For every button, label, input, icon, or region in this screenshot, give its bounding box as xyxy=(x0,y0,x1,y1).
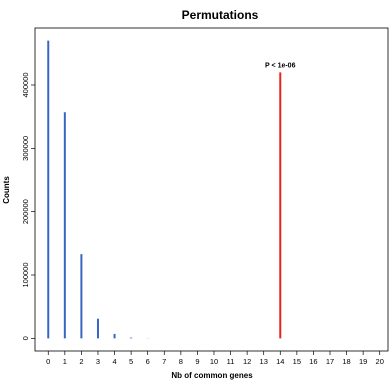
x-tick-label: 10 xyxy=(210,357,218,366)
x-tick-label: 14 xyxy=(276,357,284,366)
x-tick-label: 1 xyxy=(63,357,67,366)
y-tick-label: 200000 xyxy=(21,199,30,224)
x-axis: 0 1 2 3 4 5 6 7 8 9 10 11 12 13 14 15 16 17 18 19 20 xyxy=(46,351,384,366)
x-tick-label: 3 xyxy=(96,357,100,366)
x-tick-label: 16 xyxy=(309,357,317,366)
x-tick-label: 17 xyxy=(326,357,334,366)
x-tick-label: 8 xyxy=(179,357,183,366)
x-tick-label: 11 xyxy=(227,357,235,366)
y-tick-label: 100000 xyxy=(21,262,30,287)
x-tick-label: 9 xyxy=(195,357,199,366)
chart-title: Permutations xyxy=(182,8,259,22)
x-tick-label: 6 xyxy=(146,357,150,366)
x-tick-label: 12 xyxy=(243,357,251,366)
plot-frame xyxy=(34,27,389,352)
p-value-annotation: P < 1e-06 xyxy=(265,62,296,69)
y-axis-label: Counts xyxy=(2,176,11,204)
x-tick-label: 4 xyxy=(112,357,116,366)
y-axis: 0 100000 200000 300000 400000 xyxy=(21,72,35,340)
x-tick-label: 2 xyxy=(79,357,83,366)
x-axis-label: Nb of common genes xyxy=(171,371,253,380)
y-tick-label: 300000 xyxy=(21,136,30,161)
bars-group xyxy=(47,40,282,339)
x-tick-label: 18 xyxy=(342,357,350,366)
x-tick-label: 5 xyxy=(129,357,133,366)
x-tick-label: 15 xyxy=(293,357,301,366)
y-tick-label: 0 xyxy=(21,336,30,340)
x-tick-label: 19 xyxy=(359,357,367,366)
y-tick-label: 400000 xyxy=(21,72,30,97)
x-tick-label: 20 xyxy=(376,357,384,366)
x-tick-label: 0 xyxy=(46,357,50,366)
x-tick-label: 7 xyxy=(162,357,166,366)
x-tick-label: 13 xyxy=(260,357,268,366)
